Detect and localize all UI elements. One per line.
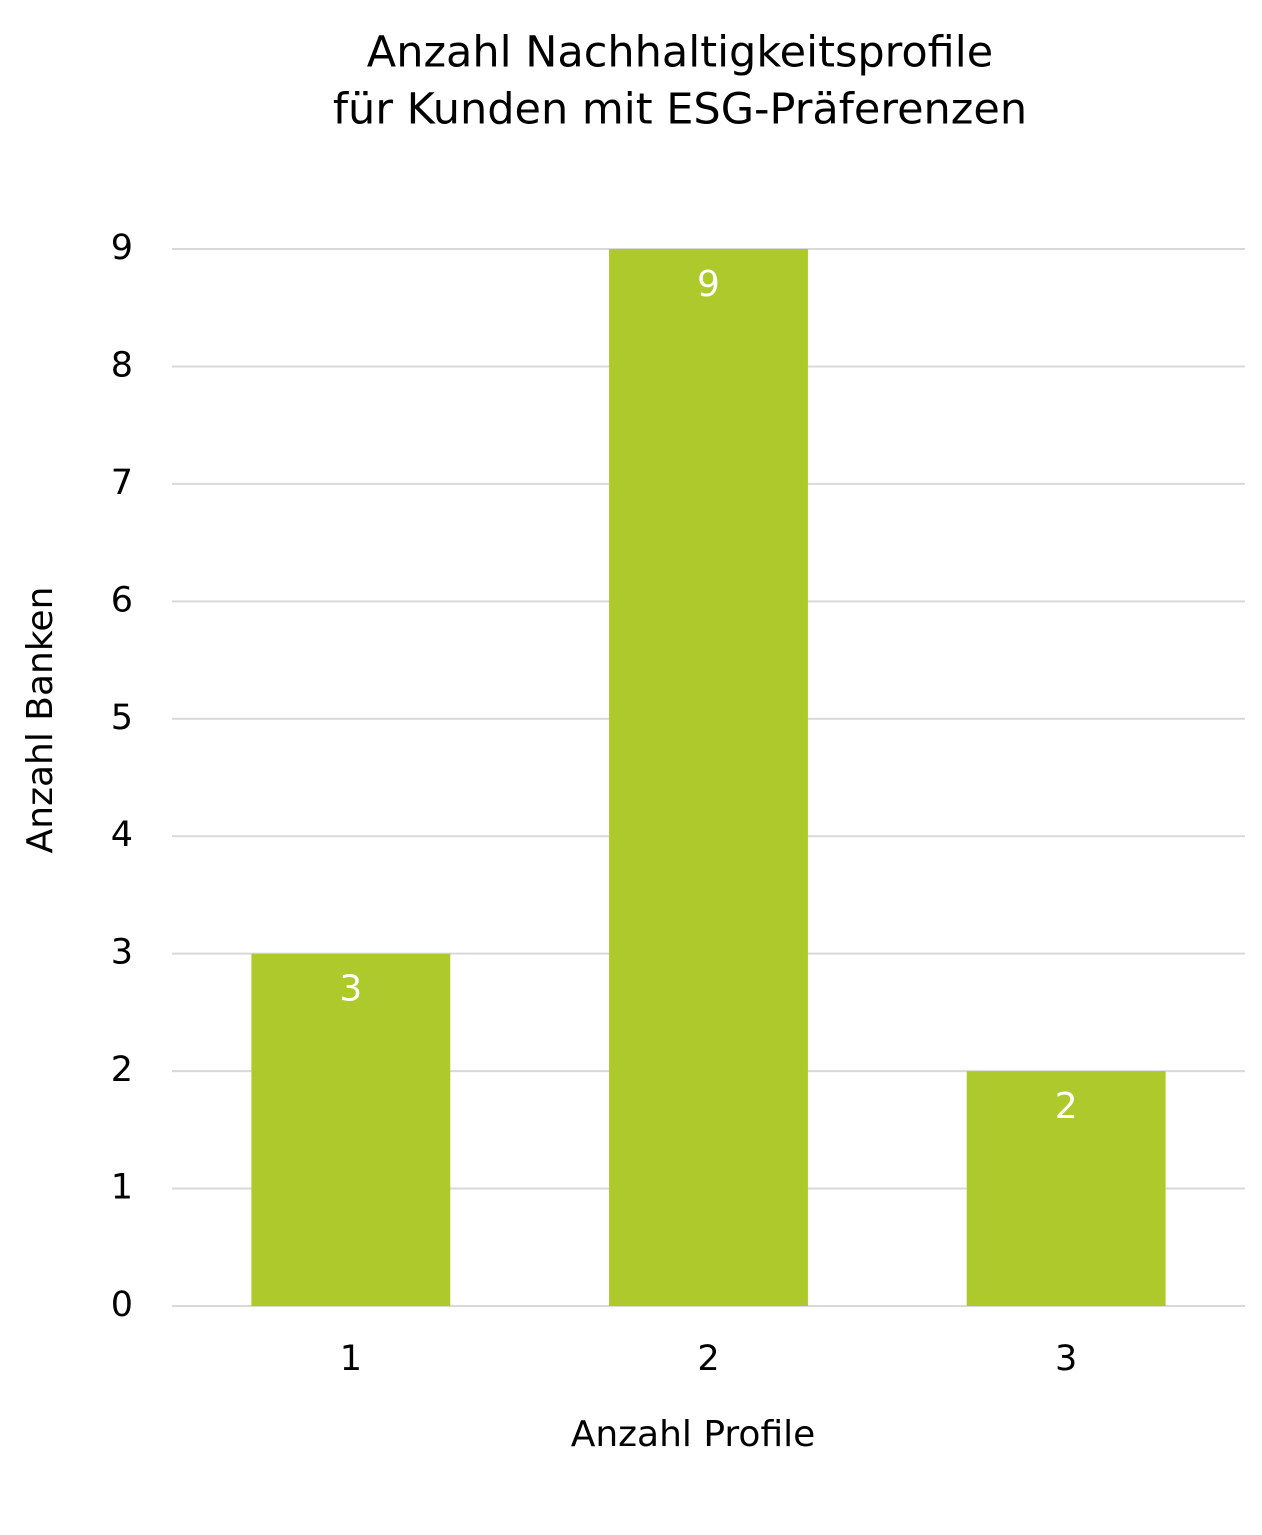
y-axis-label: Anzahl Banken (20, 587, 61, 854)
y-tick-label: 8 (111, 345, 133, 385)
chart-title: für Kunden mit ESG-Präferenzen (333, 85, 1027, 135)
x-tick-label: 2 (697, 1339, 719, 1379)
data-label: 2 (1055, 1086, 1078, 1127)
y-tick-label: 1 (111, 1168, 133, 1208)
y-tick-label: 3 (111, 933, 133, 973)
y-tick-label: 7 (111, 463, 133, 503)
data-label: 3 (339, 969, 362, 1010)
x-axis-label: Anzahl Profile (571, 1414, 816, 1455)
bar (251, 953, 451, 1306)
data-label: 9 (697, 264, 720, 305)
y-tick-label: 5 (111, 698, 133, 738)
x-tick-label: 1 (340, 1339, 362, 1379)
bar (609, 249, 808, 1306)
x-tick-label: 3 (1055, 1339, 1077, 1379)
y-tick-label: 4 (111, 815, 133, 855)
y-tick-label: 2 (111, 1050, 133, 1090)
chart-title: Anzahl Nachhaltigkeitsprofile (367, 28, 993, 78)
y-tick-label: 6 (111, 580, 133, 620)
y-tick-label: 9 (111, 228, 133, 268)
y-tick-label: 0 (111, 1285, 133, 1325)
bar (966, 1071, 1166, 1306)
